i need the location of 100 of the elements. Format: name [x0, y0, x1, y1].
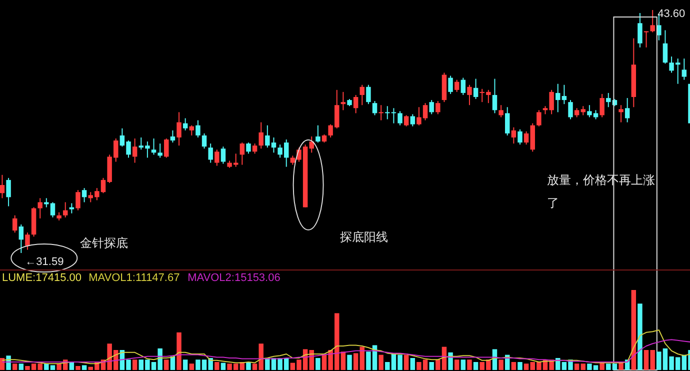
bar: [574, 364, 580, 370]
candlestick: [518, 128, 522, 146]
candlestick: [196, 120, 200, 138]
candlestick: [353, 94, 358, 114]
candlestick: [436, 100, 440, 115]
candlestick: [158, 143, 162, 158]
candlestick: [82, 188, 87, 203]
candlestick: [18, 224, 24, 254]
candlestick: [69, 202, 74, 214]
annotation: 金针探底: [80, 236, 128, 250]
bar: [498, 360, 504, 370]
candlestick: [0, 174, 5, 199]
bar: [360, 346, 365, 370]
candlestick: [662, 30, 668, 64]
candlestick: [644, 30, 649, 48]
candlestick: [600, 93, 604, 118]
candlestick: [536, 110, 542, 127]
bar: [473, 362, 478, 370]
candlestick: [340, 91, 346, 111]
candlestick: [252, 143, 258, 154]
candlestick: [6, 177, 11, 207]
bar: [467, 360, 472, 370]
candlestick: [492, 78, 498, 114]
candlestick: [202, 132, 207, 150]
candlestick: [682, 58, 687, 80]
bar: [524, 364, 529, 370]
annotation: 43.60: [658, 8, 686, 20]
candlestick: [448, 75, 453, 94]
candlestick: [556, 83, 560, 113]
bar: [638, 304, 642, 370]
candlestick: [246, 142, 251, 154]
bar: [429, 362, 434, 370]
bar: [76, 366, 80, 370]
text: LUME:17415.00: [2, 272, 82, 284]
candlestick: [25, 232, 30, 250]
bar: [340, 352, 346, 370]
bar: [18, 364, 24, 370]
annotation: 探底阳线: [340, 230, 388, 244]
text: MAVOL1:11147.67: [88, 272, 180, 284]
candlestick: [76, 190, 80, 211]
text: ←31.59: [25, 256, 64, 268]
candlestick: [454, 79, 460, 92]
bar: [220, 362, 226, 370]
bar: [580, 364, 586, 370]
candlestick: [618, 104, 624, 123]
candlestick: [524, 130, 529, 146]
candlestick: [132, 138, 138, 164]
candlestick: [473, 78, 478, 100]
bar: [454, 360, 460, 370]
bar: [0, 358, 5, 370]
candlestick: [164, 138, 169, 158]
bar: [182, 360, 188, 370]
bar: [176, 332, 182, 370]
bar: [518, 362, 522, 370]
candlestick: [176, 112, 182, 146]
candlestick: [366, 84, 371, 105]
bar: [631, 290, 636, 370]
candlestick: [189, 124, 194, 136]
bar: [316, 358, 320, 370]
candlestick: [511, 126, 516, 144]
candlestick: [151, 138, 156, 156]
bar: [460, 360, 466, 370]
candlestick: [505, 106, 510, 136]
candlestick: [398, 110, 402, 126]
bar: [164, 360, 169, 370]
candlestick: [258, 122, 264, 150]
candlestick: [62, 202, 68, 218]
candlestick: [170, 130, 176, 144]
candlestick: [372, 100, 378, 116]
candlestick: [460, 77, 466, 96]
candlestick: [360, 84, 365, 106]
candlestick: [208, 143, 213, 164]
candlestick: [410, 114, 416, 127]
candlestick: [568, 100, 573, 120]
bar: [378, 354, 384, 370]
candlestick: [220, 146, 226, 164]
candlestick: [624, 98, 630, 123]
bar: [404, 354, 409, 370]
candlestick: [650, 10, 655, 33]
bar: [82, 365, 87, 370]
candlestick: [467, 84, 472, 106]
text: MAVOL2:15153.06: [188, 272, 280, 284]
candlestick: [182, 118, 188, 131]
bar: [132, 360, 138, 370]
candlestick: [214, 149, 220, 166]
candlestick: [562, 84, 567, 105]
bar: [410, 358, 416, 370]
bar: [214, 362, 220, 370]
candlestick: [378, 104, 384, 121]
bar: [353, 353, 358, 370]
candlestick: [574, 108, 580, 118]
candlestick: [429, 100, 434, 115]
candlestick: [498, 104, 504, 118]
bar: [347, 354, 352, 370]
candlestick: [12, 214, 18, 234]
bar: [511, 362, 516, 370]
candlestick: [404, 114, 409, 127]
candlestick: [580, 106, 586, 116]
bar: [189, 364, 194, 370]
candlestick: [316, 124, 320, 144]
